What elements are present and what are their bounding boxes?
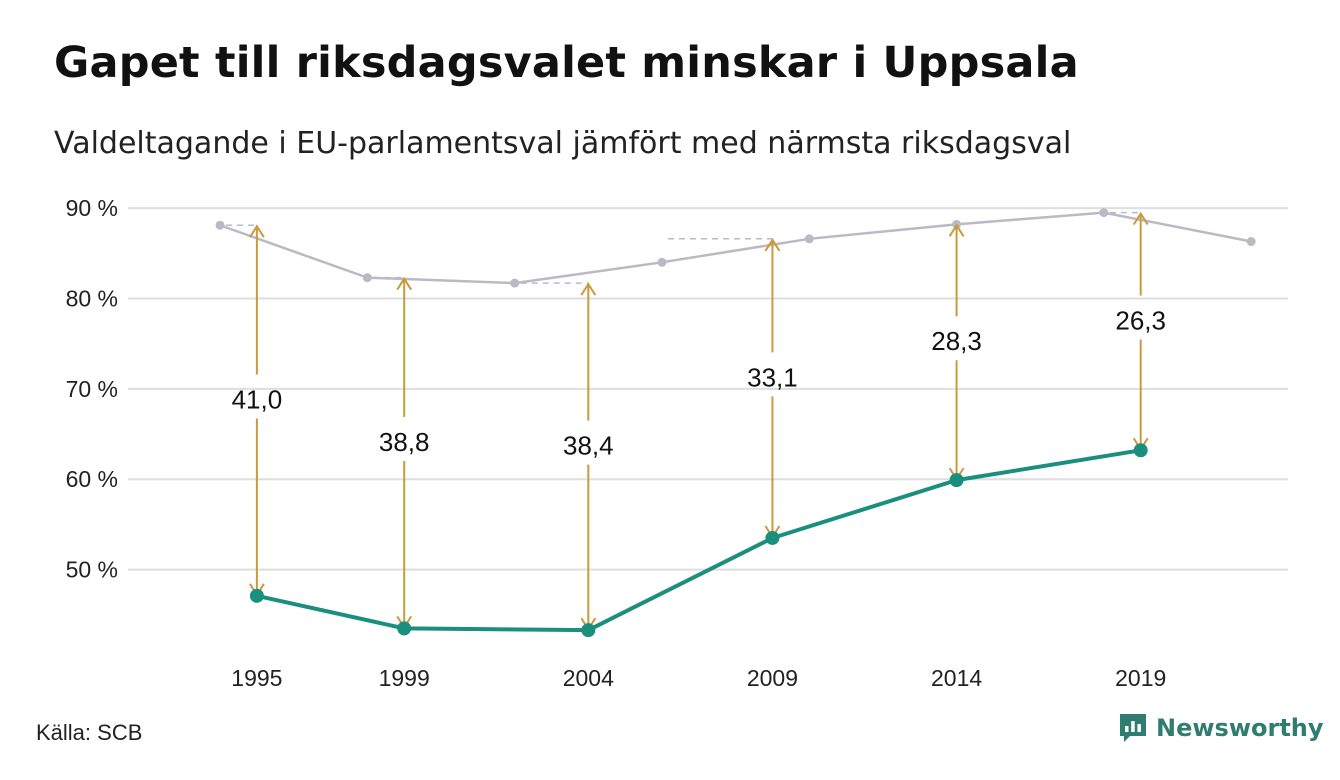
gap-arrow: 26,3 xyxy=(1115,211,1166,452)
x-tick-label: 2009 xyxy=(747,665,798,691)
y-tick-label: 90 % xyxy=(66,195,118,221)
y-tick-label: 50 % xyxy=(66,557,118,583)
gap-arrows: 41,0 38,8 38,4 33,1 28,3 26,3 xyxy=(232,211,1166,632)
x-tick-label: 2014 xyxy=(931,665,982,691)
y-axis-ticks: 50 % 60 % 70 % 80 % 90 % xyxy=(66,195,118,583)
riksdag-series xyxy=(215,208,1256,288)
riksdag-point xyxy=(1246,237,1256,247)
brand-logo[interactable]: Newsworthy xyxy=(1118,712,1324,744)
gap-arrowhead-up xyxy=(948,223,965,237)
source-note: Källa: SCB xyxy=(36,720,143,745)
gap-arrowhead-up xyxy=(580,282,597,296)
gap-arrowhead-up xyxy=(396,276,413,291)
riksdag-point xyxy=(510,278,520,288)
riksdag-point xyxy=(215,220,225,230)
gap-label: 41,0 xyxy=(232,385,283,415)
x-tick-label: 1999 xyxy=(379,665,430,691)
gap-arrow: 38,8 xyxy=(379,276,430,630)
chart-subtitle: Valdeltagande i EU-parlamentsval jämfört… xyxy=(54,126,1072,161)
gap-label: 33,1 xyxy=(747,362,798,392)
eu-line xyxy=(256,448,1142,633)
gap-label: 38,8 xyxy=(379,427,430,457)
brand-name: Newsworthy xyxy=(1156,714,1324,742)
gap-label: 26,3 xyxy=(1115,305,1166,335)
gap-arrow: 28,3 xyxy=(931,223,982,481)
x-tick-label: 1995 xyxy=(231,665,282,691)
riksdag-point xyxy=(1099,208,1109,218)
riksdag-point xyxy=(804,234,814,244)
gap-label: 28,3 xyxy=(931,326,982,356)
gap-arrow: 41,0 xyxy=(232,224,283,597)
gap-arrow: 38,4 xyxy=(563,282,614,632)
eu-series xyxy=(249,443,1148,638)
gap-arrowhead-up xyxy=(1132,211,1149,226)
gap-arrowhead-up xyxy=(249,224,265,238)
gap-arrow: 33,1 xyxy=(747,237,798,539)
riksdag-line xyxy=(219,211,1252,285)
eu-point xyxy=(1133,443,1148,458)
eu-point xyxy=(249,588,264,603)
grid-layer xyxy=(128,207,1288,571)
x-tick-label: 2019 xyxy=(1115,665,1166,691)
eu-point xyxy=(765,530,780,545)
x-tick-label: 2004 xyxy=(563,665,614,691)
eu-point xyxy=(949,473,964,488)
y-tick-label: 70 % xyxy=(66,376,118,402)
gap-label: 38,4 xyxy=(563,431,614,461)
x-axis-ticks: 1995 1999 2004 2009 2014 2019 xyxy=(231,665,1166,691)
riksdag-point xyxy=(657,257,667,267)
gap-arrowhead-up xyxy=(764,237,781,252)
eu-point xyxy=(581,623,596,638)
eu-point xyxy=(397,621,412,636)
y-tick-label: 80 % xyxy=(66,285,118,311)
newsworthy-logo-icon xyxy=(1120,714,1146,742)
chart-title: Gapet till riksdagsvalet minskar i Uppsa… xyxy=(54,38,1079,88)
riksdag-point xyxy=(362,273,372,283)
y-tick-label: 60 % xyxy=(66,466,118,492)
